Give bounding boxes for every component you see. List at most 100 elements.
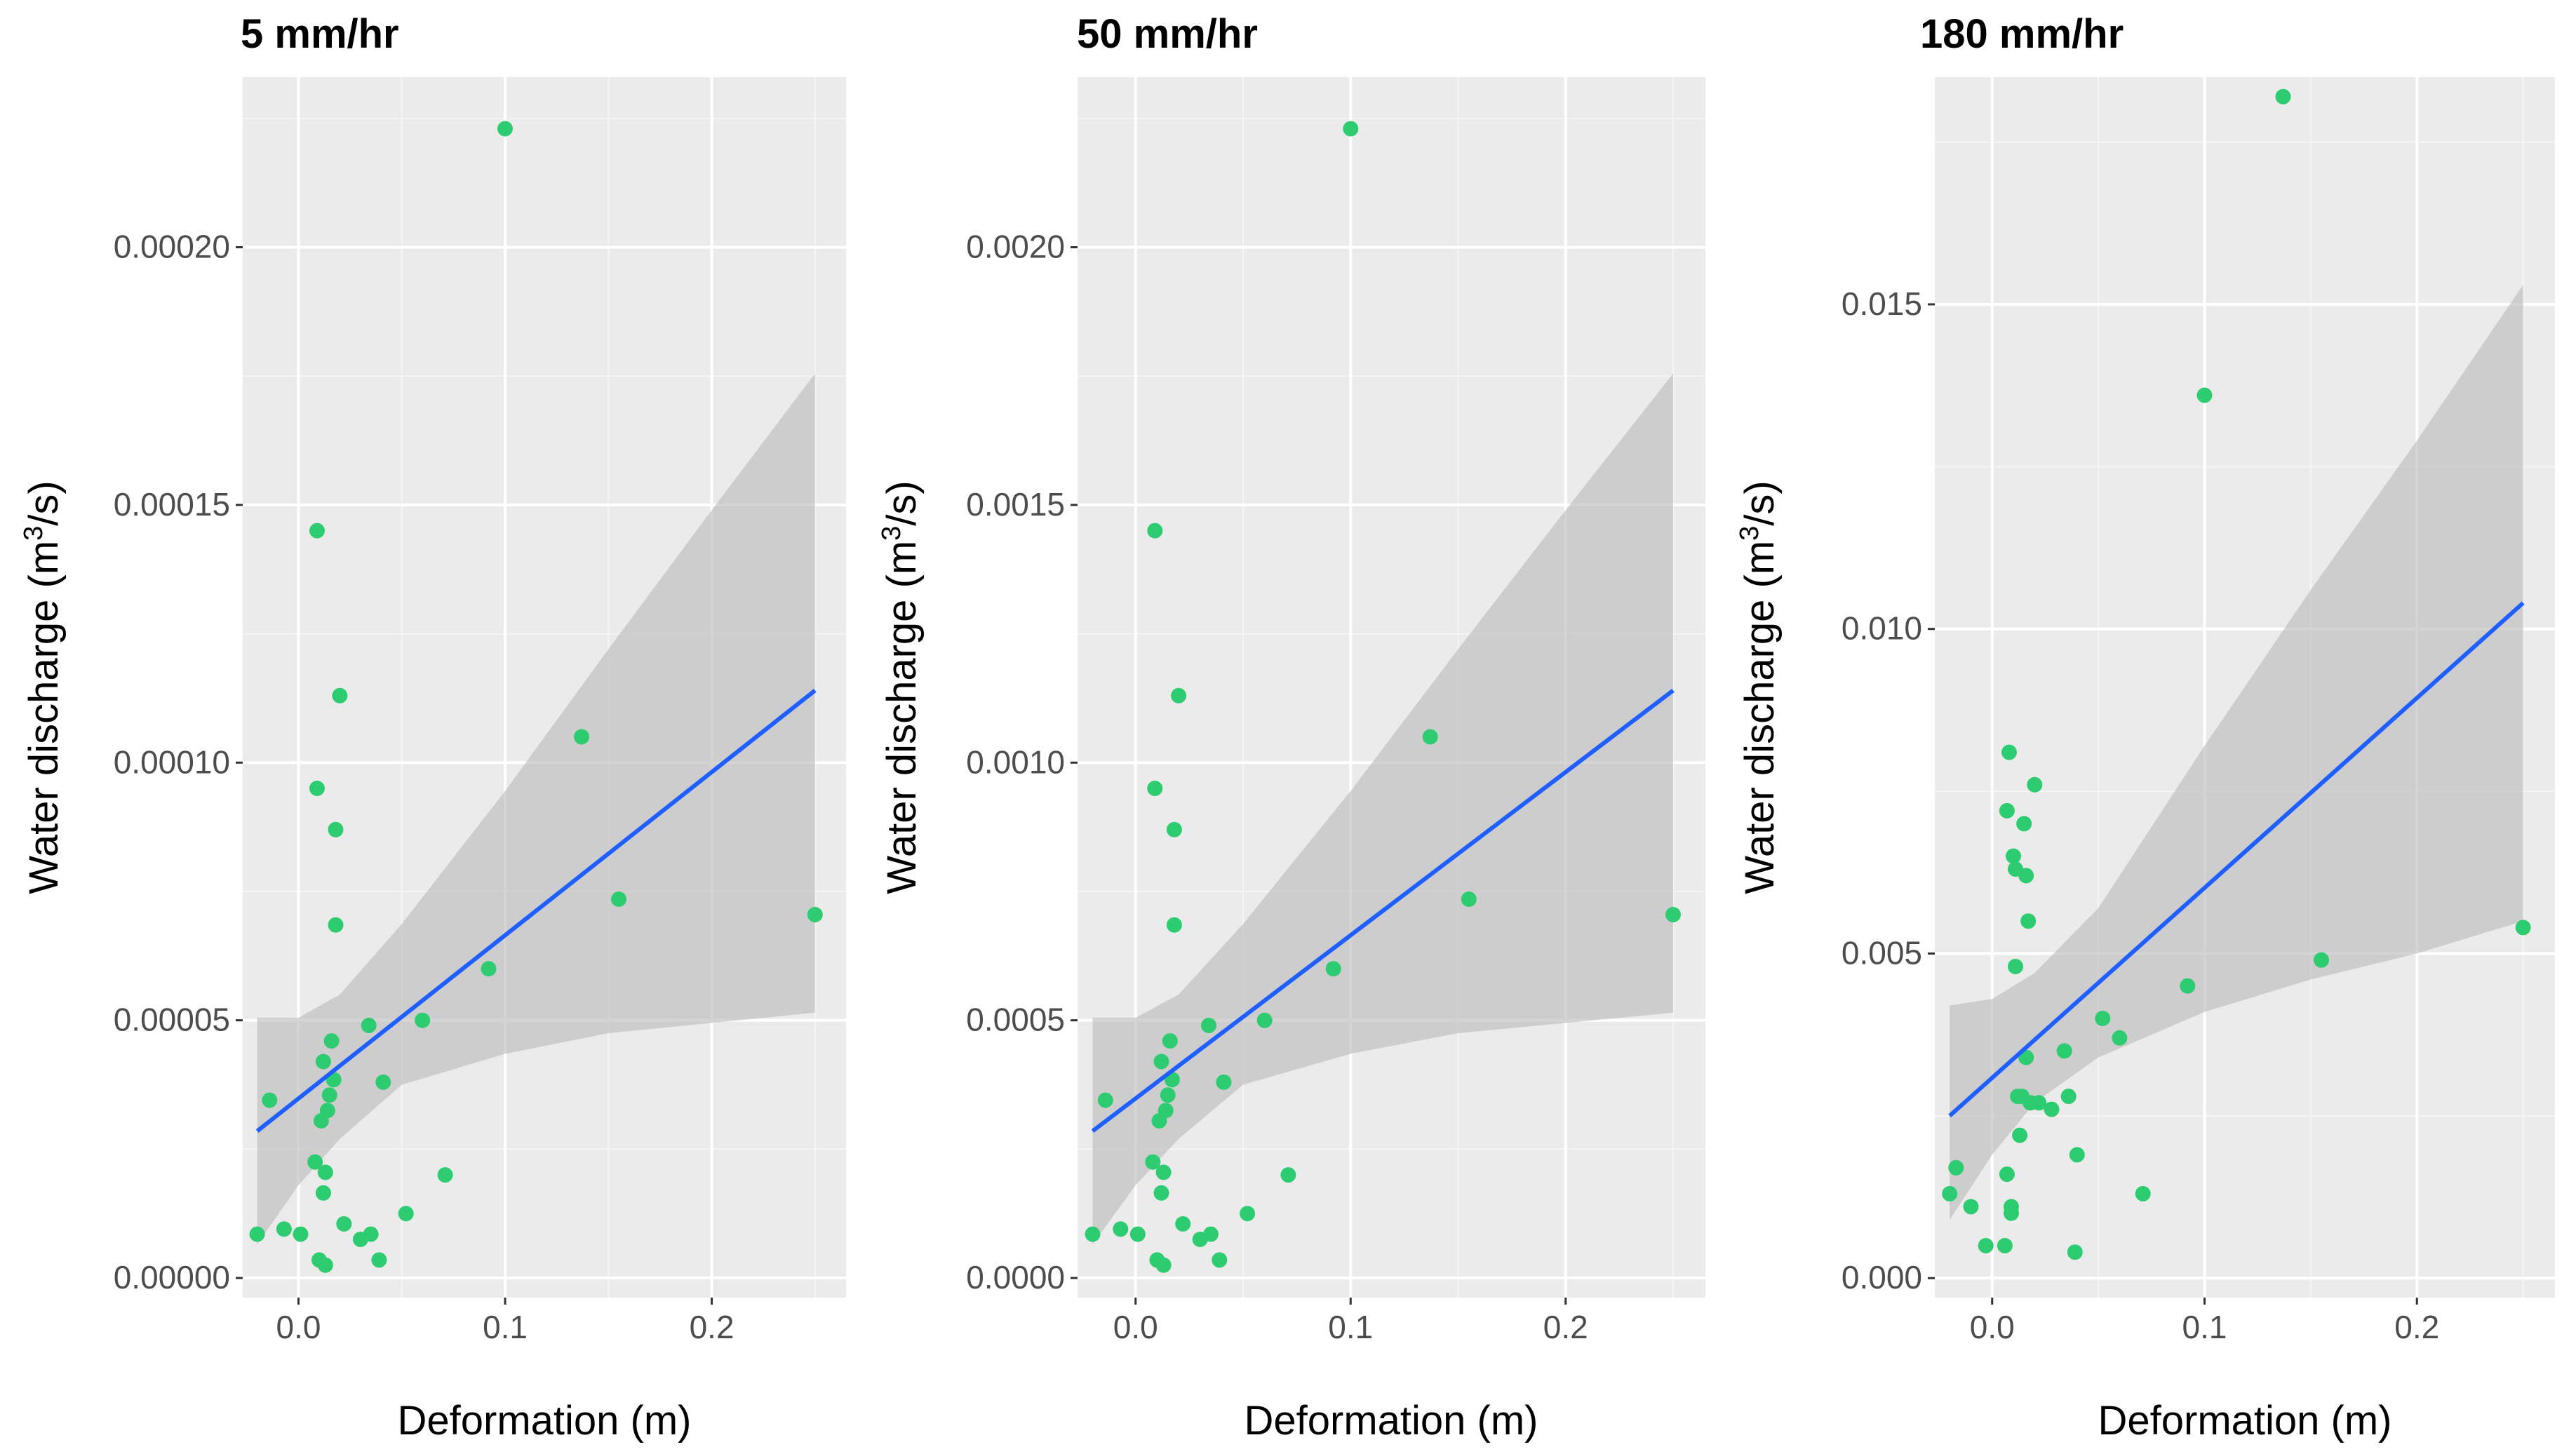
data-point — [2001, 744, 2017, 760]
confidence-band — [257, 373, 815, 1245]
data-point — [332, 687, 348, 704]
data-point — [1216, 1074, 1232, 1090]
x-axis-title: Deformation (m) — [398, 1398, 692, 1443]
y-tick-label: 0.0015 — [966, 486, 1065, 523]
data-point — [1665, 907, 1681, 922]
x-ticks: 0.0 0.1 0.2 — [1113, 1298, 1588, 1345]
data-point — [1256, 1012, 1273, 1028]
data-point — [323, 1033, 340, 1049]
x-ticks: 0.0 0.1 0.2 — [276, 1298, 734, 1345]
data-point — [293, 1226, 309, 1242]
data-point — [1153, 1054, 1169, 1070]
data-point — [1155, 1257, 1172, 1273]
data-point — [317, 1257, 333, 1273]
data-point — [2004, 1205, 2019, 1221]
data-point — [276, 1221, 292, 1237]
panel-5mm-hr: 5 mm/hr 0.000000.000050.000100.000150.00… — [19, 11, 846, 1443]
x-tick-label: 0.1 — [2182, 1309, 2227, 1345]
data-point — [1997, 1238, 2013, 1253]
y-axis-title: Water discharge (m3/s) — [19, 480, 67, 894]
y-tick-label: 0.00010 — [114, 743, 230, 780]
y-tick-label: 0.00020 — [114, 228, 230, 264]
y-axis-title: Water discharge (m3/s) — [1735, 480, 1783, 894]
data-point — [2135, 1185, 2151, 1201]
x-ticks: 0.0 0.1 0.2 — [1970, 1298, 2439, 1345]
data-point — [437, 1167, 453, 1183]
y-tick-label: 0.005 — [1842, 934, 1922, 971]
y-tick-label: 0.00000 — [114, 1259, 230, 1295]
y-tick-label: 0.00015 — [114, 486, 230, 523]
data-point — [249, 1226, 265, 1242]
data-point — [1113, 1221, 1129, 1237]
data-point — [2314, 952, 2329, 968]
data-point — [1999, 1166, 2015, 1183]
data-point — [361, 1018, 377, 1033]
data-point — [481, 961, 497, 977]
x-tick-label: 0.2 — [2394, 1309, 2439, 1345]
data-point — [415, 1012, 431, 1028]
data-point — [1212, 1252, 1228, 1268]
y-tick-label: 0.000 — [1842, 1259, 1922, 1295]
data-point — [1175, 1216, 1191, 1232]
data-point — [1978, 1238, 1994, 1253]
y-axis-title: Water discharge (m3/s) — [877, 480, 925, 894]
data-point — [1097, 1092, 1113, 1108]
x-axis-title: Deformation (m) — [2098, 1398, 2392, 1443]
data-point — [2016, 816, 2032, 832]
data-point — [1145, 1154, 1161, 1170]
data-point — [497, 121, 513, 137]
data-point — [2012, 1127, 2028, 1143]
panel-title: 50 mm/hr — [1077, 11, 1258, 57]
data-point — [1963, 1199, 1979, 1215]
y-tick-label: 0.0020 — [966, 228, 1065, 264]
points — [249, 121, 823, 1273]
y-axis-title-main: Water discharge (m — [1737, 541, 1783, 894]
data-point — [307, 1154, 323, 1170]
data-point — [1162, 1033, 1178, 1049]
data-point — [2196, 387, 2213, 403]
x-tick-label: 0.2 — [690, 1309, 734, 1345]
regression-line — [1091, 689, 1675, 1133]
confidence-band — [1092, 373, 1673, 1245]
x-tick-label: 0.1 — [1328, 1309, 1373, 1345]
data-point — [1155, 1164, 1172, 1180]
data-point — [574, 729, 589, 745]
y-tick-label: 0.010 — [1842, 610, 1922, 647]
data-point — [1201, 1018, 1216, 1033]
x-tick-label: 0.0 — [276, 1309, 321, 1345]
data-point — [1942, 1185, 1958, 1201]
x-axis-title: Deformation (m) — [1245, 1398, 1538, 1443]
data-point — [1325, 961, 1341, 977]
data-point — [2112, 1030, 2128, 1046]
panel-50mm-hr: 50 mm/hr 0.00000.00050.00100.00150.0020 … — [877, 11, 1705, 1443]
data-point — [2020, 913, 2037, 929]
x-tick-label: 0.2 — [1543, 1309, 1588, 1345]
y-tick-label: 0.00005 — [114, 1002, 230, 1038]
data-point — [2095, 1011, 2111, 1026]
regression-line — [1948, 601, 2525, 1118]
data-point — [328, 821, 344, 837]
data-point — [321, 1087, 337, 1103]
data-point — [2180, 978, 2196, 994]
data-point — [2008, 959, 2023, 974]
y-axis-title-superscript: 3 — [877, 526, 906, 541]
y-axis-title-tail: /s) — [21, 480, 67, 525]
points — [1942, 88, 2531, 1260]
data-point — [2056, 1043, 2072, 1059]
data-point — [336, 1216, 352, 1232]
y-ticks: 0.00000 0.00005 0.00010 0.00015 0.00020 — [114, 228, 243, 1295]
y-axis-title-superscript: 3 — [1735, 526, 1764, 541]
y-axis-title-tail: /s) — [1737, 480, 1783, 525]
x-tick-label: 0.1 — [483, 1309, 528, 1345]
data-point — [375, 1074, 391, 1090]
data-point — [1147, 523, 1163, 539]
data-point — [1166, 917, 1182, 933]
data-point — [371, 1252, 387, 1268]
data-point — [2031, 1095, 2047, 1111]
data-point — [2515, 920, 2531, 936]
data-point — [1158, 1103, 1174, 1119]
data-point — [363, 1226, 379, 1242]
data-point — [1422, 729, 1438, 745]
data-point — [398, 1206, 414, 1222]
